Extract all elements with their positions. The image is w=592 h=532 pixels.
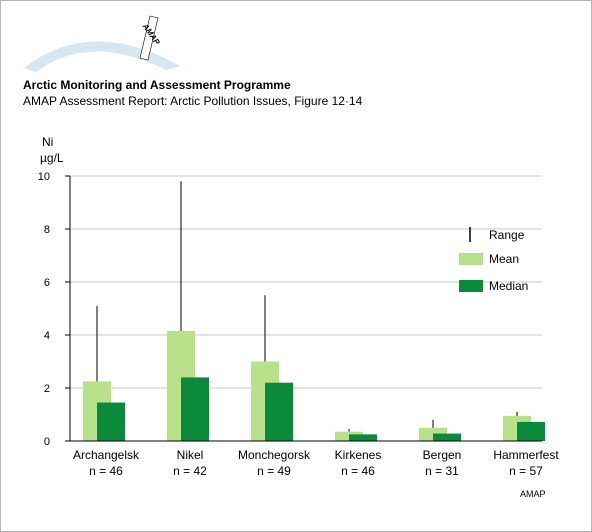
bar-median [181, 377, 209, 441]
org-title: Arctic Monitoring and Assessment Program… [23, 78, 291, 92]
legend: Range Mean Median [459, 227, 528, 293]
x-sample-size-label: n = 31 [425, 464, 459, 478]
x-category-label: Monchegorsk [238, 448, 311, 462]
y-axis-label-line1: Ni [42, 135, 53, 149]
bar-median [517, 421, 545, 441]
y-axis-label-line2: µg/L [40, 151, 64, 165]
legend-median-swatch [459, 280, 483, 292]
logo-slash [139, 15, 159, 61]
x-category-label: Hammerfest [493, 448, 559, 462]
x-category-label: Archangelsk [73, 448, 140, 462]
x-sample-size-label: n = 46 [341, 464, 375, 478]
y-tick-label: 4 [44, 330, 50, 342]
x-category-label: Bergen [423, 448, 462, 462]
report-title: AMAP Assessment Report: Arctic Pollution… [23, 94, 363, 108]
x-category-label: Nikel [177, 448, 204, 462]
y-tick-label: 2 [44, 383, 50, 395]
x-sample-size-label: n = 57 [509, 464, 543, 478]
bar-median [433, 433, 461, 441]
x-sample-size-label: n = 46 [89, 464, 123, 478]
legend-mean-swatch [459, 253, 483, 265]
logo-arc [24, 41, 180, 72]
y-tick-label: 10 [38, 171, 50, 183]
legend-median-label: Median [489, 279, 528, 293]
bar-median [265, 382, 293, 441]
legend-range-label: Range [489, 228, 525, 242]
y-tick-label: 8 [44, 224, 50, 236]
x-category-label: Kirkenes [335, 448, 382, 462]
x-sample-size-label: n = 49 [257, 464, 291, 478]
x-sample-size-label: n = 42 [173, 464, 207, 478]
bar-median [349, 434, 377, 441]
y-tick-label: 6 [44, 277, 50, 289]
y-tick-label: 0 [44, 436, 50, 448]
amap-logo [24, 15, 180, 72]
credit: AMAP [520, 489, 546, 499]
legend-mean-label: Mean [489, 252, 519, 266]
bar-median [97, 402, 125, 441]
